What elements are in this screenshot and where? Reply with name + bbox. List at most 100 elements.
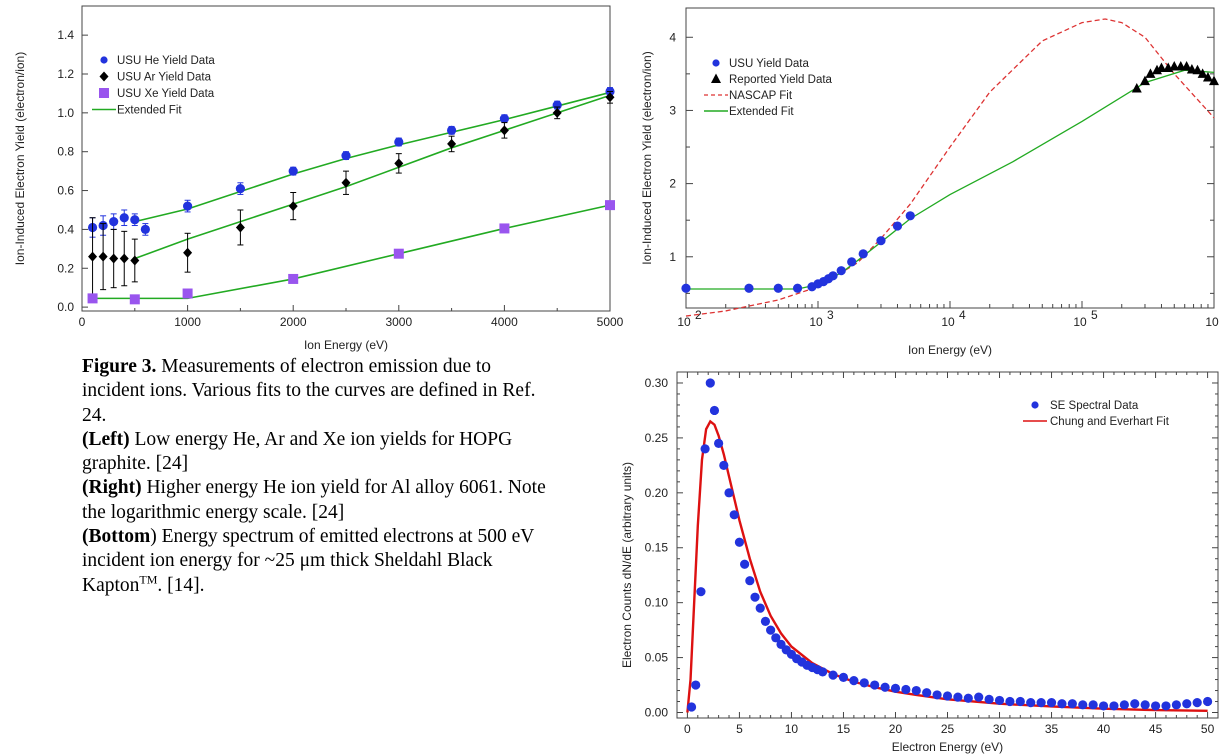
x-tick-label: 10 <box>941 315 955 329</box>
x-tick-label: 10 <box>677 315 691 329</box>
data-point <box>1098 701 1109 711</box>
data-point <box>922 688 932 698</box>
data-point <box>109 217 119 227</box>
data-point <box>341 177 351 188</box>
data-point <box>755 603 765 613</box>
x-tick-label: 0 <box>684 722 691 736</box>
extended-fit-line <box>92 204 611 300</box>
data-point <box>183 201 193 211</box>
caption-right-label: (Right) <box>82 477 142 499</box>
y-axis-label: Electron Counts dN/dE (arbitrary units) <box>620 462 634 668</box>
data-point <box>288 166 298 176</box>
data-point <box>605 200 615 211</box>
legend-item-symbol <box>99 71 109 82</box>
x-tick-label: 5000 <box>597 315 624 329</box>
data-point <box>88 251 98 262</box>
data-point <box>696 587 706 597</box>
data-point <box>681 283 691 293</box>
data-point <box>942 691 953 701</box>
data-point <box>1057 699 1067 709</box>
chart-bottom-electron-spectrum: 0 5 10 15 20 25 30 35 40 45 50 0.00 0.05 0.10 0.15 0.20… <box>620 371 1219 754</box>
caption-main: Figure 3. Measurements of electron emiss… <box>82 355 552 428</box>
chart-right-yield-log-energy: 1021031041051061234Ion Energy (eV)Ion-In… <box>640 7 1219 357</box>
data-point <box>1150 701 1161 711</box>
y-tick-label: 1.4 <box>57 28 74 42</box>
x-axis-label: Ion Energy (eV) <box>908 343 992 357</box>
legend-label: USU Ar Yield Data <box>117 72 212 84</box>
data-point <box>771 633 781 643</box>
x-tick-label: 4000 <box>491 315 518 329</box>
caption-trademark: TM <box>139 572 158 587</box>
caption-fig-label: Figure 3. <box>82 356 157 377</box>
data-point <box>183 247 193 258</box>
data-point <box>109 253 119 264</box>
data-point <box>709 405 720 416</box>
data-point <box>288 273 299 284</box>
data-point <box>905 211 915 221</box>
data-point <box>98 251 108 262</box>
data-point <box>849 676 859 686</box>
data-point <box>1192 64 1203 75</box>
y-tick-label: 0.00 <box>645 706 669 720</box>
data-point <box>729 510 739 520</box>
data-point <box>745 576 755 586</box>
caption-bottom-text: Energy spectrum of emitted electrons at … <box>82 526 534 596</box>
legend-item-symbol <box>99 88 109 98</box>
x-tick-exponent: 5 <box>1091 308 1098 322</box>
data-point <box>876 236 886 246</box>
legend-label: Reported Yield Data <box>729 74 833 86</box>
data-point <box>858 249 868 259</box>
data-point <box>1156 62 1167 72</box>
data-point <box>994 695 1005 706</box>
legend-label: USU Yield Data <box>729 58 810 70</box>
legend-label: Chung and Everhart Fit <box>1050 416 1170 428</box>
x-tick-label: 5 <box>736 722 743 736</box>
y-tick-label: 0.10 <box>645 596 669 610</box>
data-point <box>838 672 849 682</box>
data-point <box>1181 61 1192 71</box>
data-point <box>1202 696 1213 707</box>
data-point <box>288 201 298 212</box>
y-axis-label: Ion-Induced Electron Yield (electron/ion… <box>13 52 27 265</box>
x-tick-label: 15 <box>837 722 851 736</box>
data-point <box>1067 699 1077 709</box>
data-point <box>1140 700 1150 710</box>
x-tick-label: 25 <box>941 722 955 736</box>
y-tick-label: 0.4 <box>57 222 74 236</box>
data-point <box>119 213 129 223</box>
extended-fit-line <box>134 94 611 260</box>
data-point <box>724 488 734 498</box>
caption-right-text: Higher energy He ion yield for Al alloy … <box>82 477 546 523</box>
legend-label: NASCAP Fit <box>729 90 793 102</box>
data-point <box>394 137 404 147</box>
data-point <box>1161 701 1171 711</box>
x-tick-label: 0 <box>79 315 86 329</box>
data-point <box>235 222 245 233</box>
data-point <box>499 114 509 124</box>
data-point <box>140 224 150 235</box>
x-tick-label: 20 <box>889 722 903 736</box>
data-point <box>744 283 754 293</box>
legend: USU He Yield Data USU Ar Yield Data USU Xe… <box>92 55 215 117</box>
data-point <box>1005 696 1015 707</box>
data-point <box>605 92 615 103</box>
plot-series <box>686 378 1213 713</box>
data-point <box>1139 75 1150 86</box>
data-point <box>686 702 697 712</box>
data-point <box>705 378 715 388</box>
data-point <box>953 692 963 702</box>
data-point <box>1145 68 1156 78</box>
data-point <box>714 438 724 448</box>
x-tick-label: 3000 <box>385 315 412 329</box>
x-axis-label: Electron Energy (eV) <box>892 740 1003 754</box>
legend-item-symbol <box>711 73 721 83</box>
data-point <box>341 150 351 161</box>
caption-fig-text: Measurements of electron emission due to… <box>82 356 536 426</box>
data-point <box>911 685 921 696</box>
y-tick-label: 0.8 <box>57 145 74 159</box>
x-tick-label: 10 <box>809 315 823 329</box>
y-axis-label: Ion-Induced Electron Yield (electron/ion… <box>640 51 654 264</box>
y-tick-label: 3 <box>669 103 676 117</box>
data-point <box>235 184 245 194</box>
data-point <box>447 138 457 149</box>
